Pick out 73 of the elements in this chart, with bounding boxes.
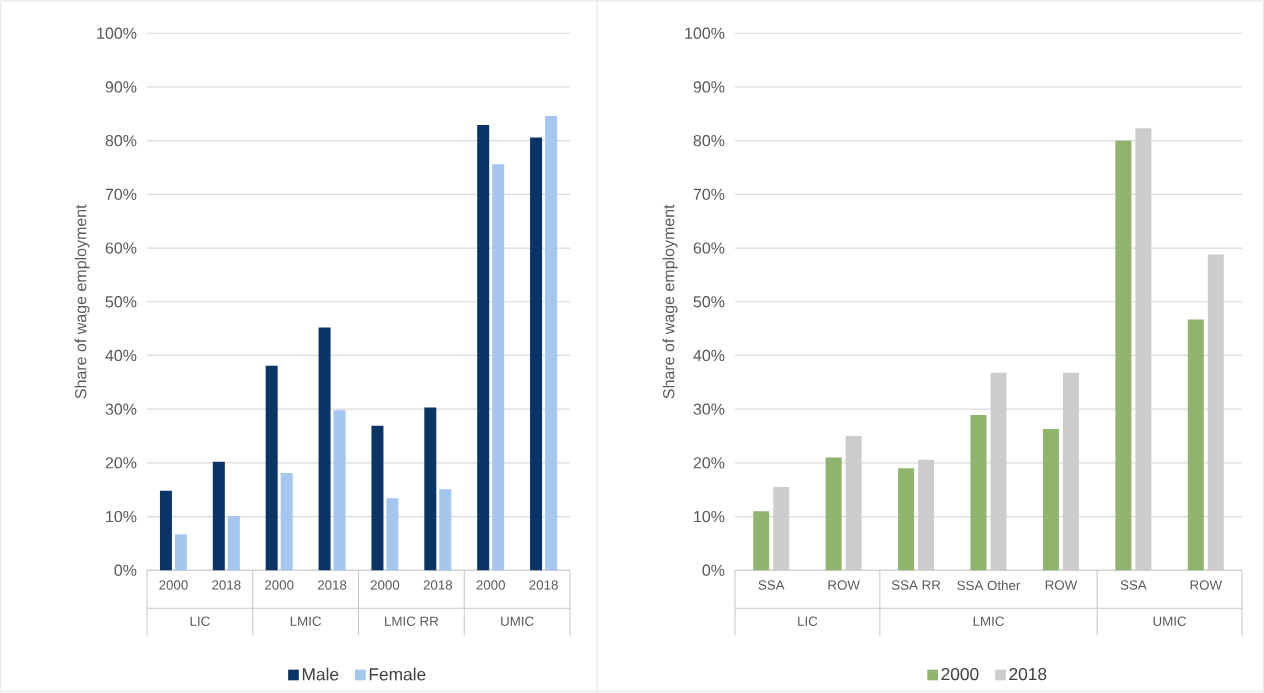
bar [1115, 140, 1132, 571]
bar [530, 137, 543, 571]
bar [424, 407, 437, 571]
y-tick-label: 90% [693, 81, 725, 93]
legend-label: Male [302, 667, 339, 681]
y-tick-label: 80% [693, 135, 725, 147]
x-tick-label: 2000 [159, 580, 188, 590]
y-tick-label: 60% [105, 242, 137, 254]
x-tick-label: SSA [1120, 580, 1147, 590]
legend-label: Female [369, 667, 426, 681]
bar [477, 125, 490, 571]
bar [492, 164, 505, 571]
x-tick-label: 2018 [317, 580, 347, 590]
x-tick-label: SSA RR [891, 580, 941, 590]
y-tick-label: 0% [702, 564, 725, 577]
x-tick-label: 2018 [423, 580, 453, 590]
x-tick-label: 2000 [265, 580, 294, 590]
y-tick-label: 70% [105, 188, 137, 201]
bar [1187, 319, 1204, 571]
y-tick-label: 20% [105, 457, 137, 469]
x-tick-label: SSA [758, 580, 785, 590]
y-tick-label: 70% [693, 188, 725, 201]
text: UMIC [501, 616, 534, 627]
legend-label: 2000 [941, 668, 979, 681]
bar [174, 534, 187, 571]
bar [280, 473, 293, 571]
bar [439, 489, 452, 571]
x-tick-label: ROW [1045, 580, 1078, 590]
y-axis-title: Share of wage employment [662, 204, 678, 399]
y-tick-label: 10% [106, 511, 137, 523]
y-tick-label: 0% [114, 564, 137, 577]
bar [898, 468, 915, 571]
y-tick-label: 30% [105, 403, 137, 416]
x-tick-label: 2018 [529, 580, 558, 590]
text: UMIC [1153, 616, 1187, 627]
y-tick-label: 40% [105, 350, 137, 362]
y-tick-label: 100% [97, 27, 137, 40]
y-tick-label: 100% [685, 27, 725, 40]
bar [545, 116, 558, 571]
x-tick-label: 2018 [212, 580, 241, 590]
bar [159, 491, 172, 571]
x-tick-label: SSA Other [957, 580, 1021, 591]
x-tick-label: ROW [1190, 580, 1223, 590]
bar [1042, 429, 1059, 571]
y-tick-label: 30% [693, 403, 725, 416]
y-tick-label: 10% [694, 511, 725, 523]
y-axis-title: Share of wage employment [74, 204, 90, 399]
bar [212, 462, 225, 571]
text: LMIC [290, 616, 322, 627]
legend-label: 2018 [1009, 668, 1047, 681]
text: LIC [190, 616, 210, 627]
y-tick-label: 60% [693, 242, 725, 254]
bar [825, 457, 842, 571]
y-tick-label: 50% [105, 296, 137, 308]
bar [753, 511, 770, 571]
text: LMIC RR [385, 616, 439, 627]
bar [970, 415, 987, 571]
bar [371, 426, 384, 571]
bar [386, 498, 399, 571]
bar [265, 365, 278, 571]
x-tick-label: 2000 [370, 580, 400, 590]
y-tick-label: 20% [693, 457, 725, 469]
text: LIC [798, 616, 818, 627]
y-tick-label: 50% [693, 296, 725, 308]
bar [333, 410, 346, 571]
bar [318, 327, 331, 571]
y-tick-label: 90% [105, 81, 137, 93]
y-tick-label: 80% [105, 135, 137, 147]
x-tick-label: 2000 [476, 580, 505, 590]
y-tick-label: 40% [693, 350, 725, 362]
bar [227, 516, 240, 571]
text: LMIC [973, 616, 1004, 627]
x-tick-label: ROW [828, 580, 860, 590]
